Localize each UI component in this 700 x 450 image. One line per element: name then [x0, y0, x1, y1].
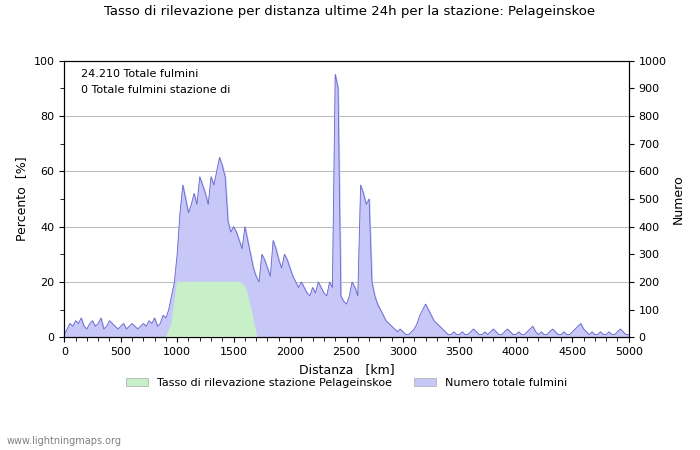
Text: 24.210 Totale fulmini: 24.210 Totale fulmini: [81, 69, 199, 79]
Text: 0 Totale fulmini stazione di: 0 Totale fulmini stazione di: [81, 86, 230, 95]
Legend: Tasso di rilevazione stazione Pelageinskoe, Numero totale fulmini: Tasso di rilevazione stazione Pelageinsk…: [121, 374, 572, 393]
Text: Tasso di rilevazione per distanza ultime 24h per la stazione: Pelageinskoe: Tasso di rilevazione per distanza ultime…: [104, 4, 596, 18]
Y-axis label: Numero: Numero: [672, 174, 685, 224]
Y-axis label: Percento  [%]: Percento [%]: [15, 157, 28, 241]
X-axis label: Distanza   [km]: Distanza [km]: [299, 363, 394, 376]
Text: www.lightningmaps.org: www.lightningmaps.org: [7, 436, 122, 446]
